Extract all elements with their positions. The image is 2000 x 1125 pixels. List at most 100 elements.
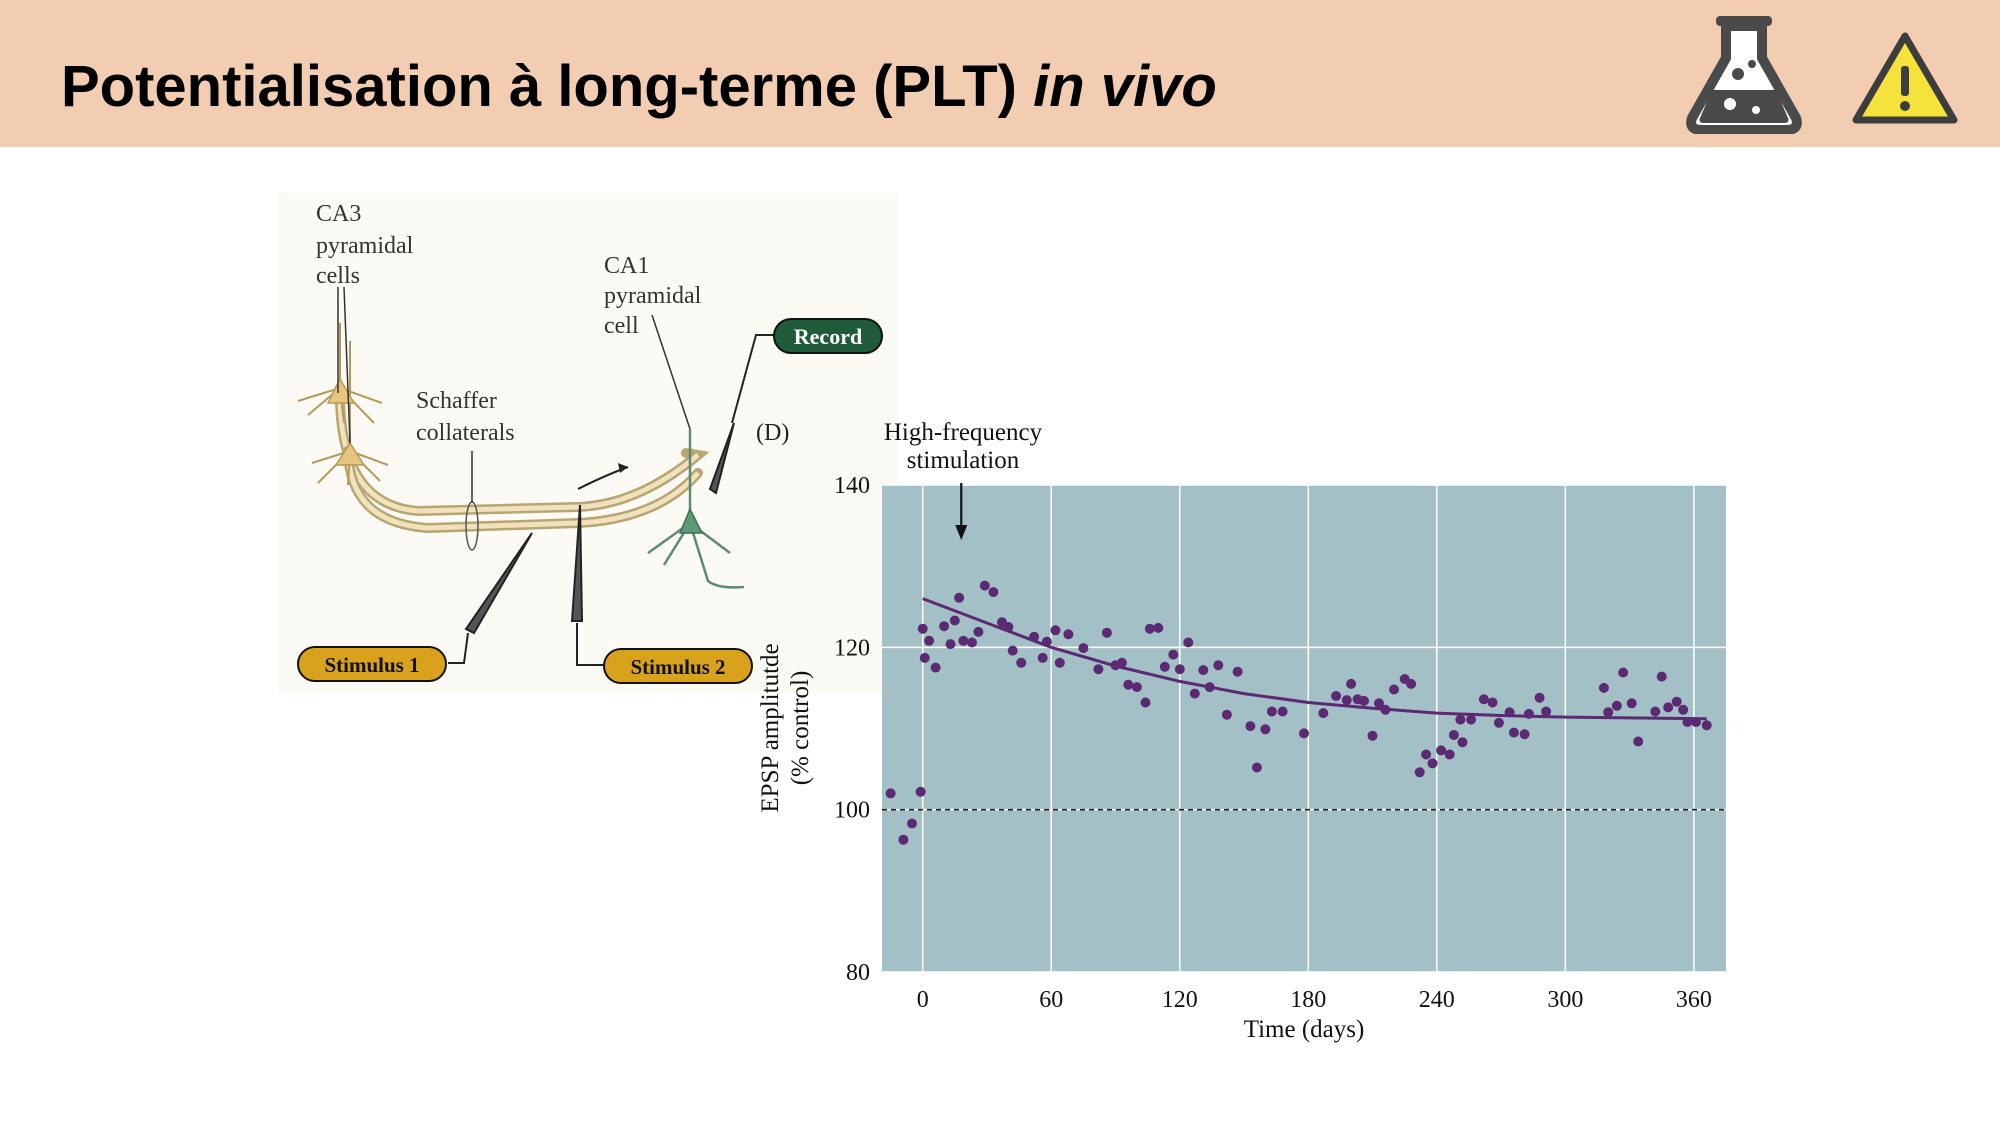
data-point-19 <box>1007 645 1018 656</box>
flask-icon <box>1686 16 1802 134</box>
ca3-label-line2: pyramidal <box>316 233 414 259</box>
data-point-85 <box>1611 700 1622 711</box>
data-point-71 <box>1455 714 1466 725</box>
data-point-67 <box>1427 758 1438 769</box>
data-point-40 <box>1183 637 1194 648</box>
data-point-84 <box>1603 707 1614 718</box>
y-tick-80: 80 <box>846 960 870 986</box>
slide-title: Potentialisation à long-terme (PLT) in v… <box>61 52 1217 122</box>
y-tick-120: 120 <box>834 635 870 661</box>
data-point-12 <box>958 635 969 646</box>
data-point-8 <box>939 621 950 632</box>
record-label: Record <box>794 324 862 349</box>
x-tick-labels: 0 60 120 180 240 300 360 <box>917 987 1712 1013</box>
data-point-43 <box>1204 682 1215 693</box>
panel-label: (D) <box>756 420 789 446</box>
data-point-51 <box>1277 706 1288 717</box>
data-point-3 <box>915 786 926 797</box>
data-point-59 <box>1367 730 1378 741</box>
ca1-label-line1: CA1 <box>604 253 649 279</box>
electrodes <box>448 334 774 666</box>
data-point-61 <box>1380 704 1391 715</box>
data-point-55 <box>1341 695 1352 706</box>
data-point-91 <box>1663 702 1674 713</box>
data-point-78 <box>1508 727 1519 738</box>
data-point-39 <box>1174 664 1185 675</box>
slide-header: Potentialisation à long-terme (PLT) in v… <box>0 0 2000 147</box>
data-point-29 <box>1101 627 1112 638</box>
data-point-41 <box>1189 688 1200 699</box>
data-point-4 <box>917 623 928 634</box>
data-point-32 <box>1123 679 1134 690</box>
data-point-72 <box>1457 737 1468 748</box>
data-point-21 <box>1029 631 1040 642</box>
data-point-49 <box>1260 724 1271 735</box>
data-point-44 <box>1213 660 1224 671</box>
data-point-58 <box>1359 695 1369 706</box>
data-point-65 <box>1414 767 1425 778</box>
ca1-label-line3: cell <box>604 313 639 339</box>
data-point-74 <box>1478 694 1489 705</box>
warning-icon <box>1852 32 1958 124</box>
data-point-95 <box>1691 717 1701 727</box>
data-point-18 <box>1003 622 1014 632</box>
data-point-24 <box>1050 625 1061 636</box>
data-point-15 <box>979 580 990 591</box>
ca1-label-line2: pyramidal <box>604 283 702 309</box>
data-point-79 <box>1519 729 1530 740</box>
data-point-26 <box>1063 629 1074 640</box>
data-point-56 <box>1346 678 1357 689</box>
annotation-line1: High-frequency <box>884 419 1043 446</box>
data-point-89 <box>1650 706 1661 717</box>
data-point-31 <box>1116 657 1127 668</box>
data-point-81 <box>1534 692 1545 703</box>
data-point-14 <box>973 626 984 637</box>
data-point-45 <box>1221 709 1232 720</box>
data-point-28 <box>1093 664 1104 675</box>
data-point-7 <box>930 662 941 673</box>
data-point-86 <box>1618 667 1629 678</box>
annotation-line2: stimulation <box>907 447 1020 474</box>
data-point-53 <box>1318 708 1329 719</box>
data-point-70 <box>1448 730 1459 740</box>
data-point-82 <box>1541 706 1552 717</box>
diagram-background <box>278 193 898 693</box>
ca3-label-line1: CA3 <box>316 201 361 227</box>
y-tick-140: 140 <box>834 473 870 499</box>
record-box <box>773 318 883 354</box>
x-tick-240: 240 <box>1419 987 1455 1013</box>
data-point-11 <box>954 592 965 603</box>
data-point-52 <box>1299 728 1309 739</box>
fit-curve <box>922 597 1707 721</box>
data-point-22 <box>1037 652 1048 663</box>
data-point-13 <box>967 637 977 648</box>
hippocampus-diagram: CA3 pyramidal cells CA1 pyramidal cell S… <box>278 193 898 693</box>
annotation-arrowhead <box>955 525 968 540</box>
data-point-77 <box>1504 707 1515 718</box>
data-point-36 <box>1153 622 1164 633</box>
data-point-93 <box>1678 704 1689 715</box>
data-point-60 <box>1374 698 1384 709</box>
y-axis-label-line2: (% control) <box>787 671 814 786</box>
stimulus1-label: Stimulus 1 <box>324 653 419 677</box>
data-point-96 <box>1701 720 1712 731</box>
data-point-6 <box>924 635 935 646</box>
ltp-scatter-chart: 80 100 120 140 0 60 120 180 240 300 360 High-freq… <box>757 419 1726 1043</box>
stimulus1-box <box>297 646 447 682</box>
stimulus2-box <box>603 648 753 684</box>
data-point-46 <box>1232 666 1243 677</box>
data-point-83 <box>1598 682 1609 693</box>
data-point-90 <box>1656 671 1667 682</box>
y-tick-100: 100 <box>834 798 870 824</box>
stimulus2-label: Stimulus 2 <box>630 655 725 679</box>
data-point-62 <box>1389 684 1399 695</box>
x-axis-label: Time (days) <box>1244 1016 1365 1043</box>
data-point-68 <box>1436 745 1447 756</box>
data-point-66 <box>1421 749 1432 760</box>
data-point-47 <box>1245 721 1256 732</box>
data-point-64 <box>1406 678 1417 689</box>
data-point-5 <box>919 652 930 663</box>
data-point-69 <box>1444 749 1455 760</box>
data-points <box>885 580 1712 845</box>
x-tick-180: 180 <box>1290 987 1326 1013</box>
